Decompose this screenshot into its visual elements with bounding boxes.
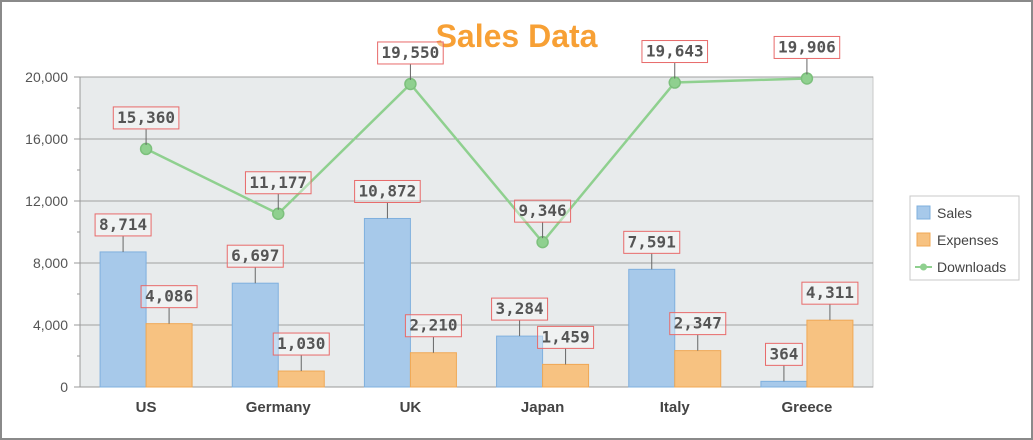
sales-data-label: 364	[769, 344, 798, 363]
expenses-data-label-box	[140, 285, 198, 309]
expenses-data-label-box	[272, 332, 330, 356]
expenses-data-label: 4,311	[806, 283, 854, 302]
y-tick-label: 20,000	[25, 69, 68, 85]
legend-label-sales[interactable]: Sales	[937, 205, 972, 221]
y-tick-label: 4,000	[33, 317, 68, 333]
legend-swatch-sales	[916, 205, 931, 220]
downloads-data-label: 11,177	[249, 173, 307, 192]
downloads-point[interactable]	[536, 235, 549, 249]
downloads-data-label-box	[112, 106, 180, 130]
y-tick-label: 12,000	[25, 193, 68, 209]
sales-data-label: 7,591	[628, 232, 676, 251]
downloads-data-label: 15,360	[117, 108, 175, 127]
sales-bar[interactable]	[231, 282, 279, 388]
x-category-label: UK	[400, 399, 422, 416]
legend-label-downloads[interactable]: Downloads	[937, 259, 1006, 275]
legend-label-expenses[interactable]: Expenses	[937, 232, 998, 248]
downloads-data-label-box	[244, 171, 312, 195]
x-category-label: Germany	[246, 399, 312, 416]
sales-data-label-box	[226, 244, 284, 268]
downloads-point[interactable]	[272, 207, 285, 221]
sales-bar[interactable]	[628, 268, 676, 388]
expenses-data-label-box	[404, 314, 462, 338]
y-tick-label: 16,000	[25, 131, 68, 147]
expenses-bar[interactable]	[542, 363, 590, 388]
y-tick-label: 8,000	[33, 255, 68, 271]
sales-bar[interactable]	[760, 380, 808, 388]
sales-bar[interactable]	[99, 251, 147, 388]
expenses-bar[interactable]	[277, 370, 325, 388]
expenses-data-label-box	[801, 281, 859, 305]
expenses-data-label: 4,086	[145, 287, 193, 306]
x-category-label: Japan	[521, 399, 564, 416]
plot-area	[79, 76, 874, 388]
y-tick-label: 0	[60, 379, 68, 395]
downloads-point[interactable]	[800, 72, 814, 85]
sales-data-label: 8,714	[99, 215, 147, 234]
expenses-bar[interactable]	[674, 350, 722, 388]
expenses-bar[interactable]	[806, 319, 854, 388]
sales-data-label-box	[94, 213, 152, 237]
sales-data-label-box	[623, 230, 681, 254]
expenses-data-label-box	[669, 312, 727, 336]
legend-swatch-downloads	[920, 263, 927, 271]
sales-data-label-box	[491, 297, 549, 321]
downloads-point[interactable]	[139, 142, 153, 156]
expenses-data-label-box	[537, 325, 595, 349]
expenses-data-label: 1,030	[277, 334, 325, 353]
chart-title: Sales Data	[435, 18, 598, 54]
sales-data-label-box	[765, 342, 803, 366]
sales-bar[interactable]	[496, 335, 544, 388]
sales-bar[interactable]	[363, 217, 411, 388]
sales-data-label: 10,872	[359, 181, 417, 200]
sales-data-label: 3,284	[495, 299, 543, 318]
sales-data-label: 6,697	[231, 246, 279, 265]
downloads-data-label-box	[773, 35, 841, 59]
expenses-data-label: 2,210	[409, 316, 457, 335]
downloads-data-label-box	[641, 40, 709, 64]
downloads-data-label: 9,346	[518, 201, 566, 220]
x-category-label: Greece	[781, 399, 832, 416]
expenses-data-label: 2,347	[674, 314, 722, 333]
downloads-point[interactable]	[668, 76, 681, 89]
downloads-data-label: 19,550	[382, 43, 440, 62]
expenses-bar[interactable]	[409, 352, 457, 388]
downloads-point[interactable]	[404, 77, 417, 91]
downloads-data-label: 19,906	[778, 37, 836, 56]
x-category-label: US	[136, 399, 157, 416]
downloads-data-label: 19,643	[646, 42, 704, 61]
sales-data-label-box	[354, 179, 421, 203]
expenses-bar[interactable]	[145, 323, 193, 388]
legend-swatch-expenses	[916, 232, 931, 247]
downloads-data-label-box	[377, 41, 444, 65]
downloads-data-label-box	[514, 199, 572, 223]
expenses-data-label: 1,459	[541, 327, 589, 346]
downloads-line	[145, 77, 807, 245]
x-category-label: Italy	[660, 399, 691, 416]
